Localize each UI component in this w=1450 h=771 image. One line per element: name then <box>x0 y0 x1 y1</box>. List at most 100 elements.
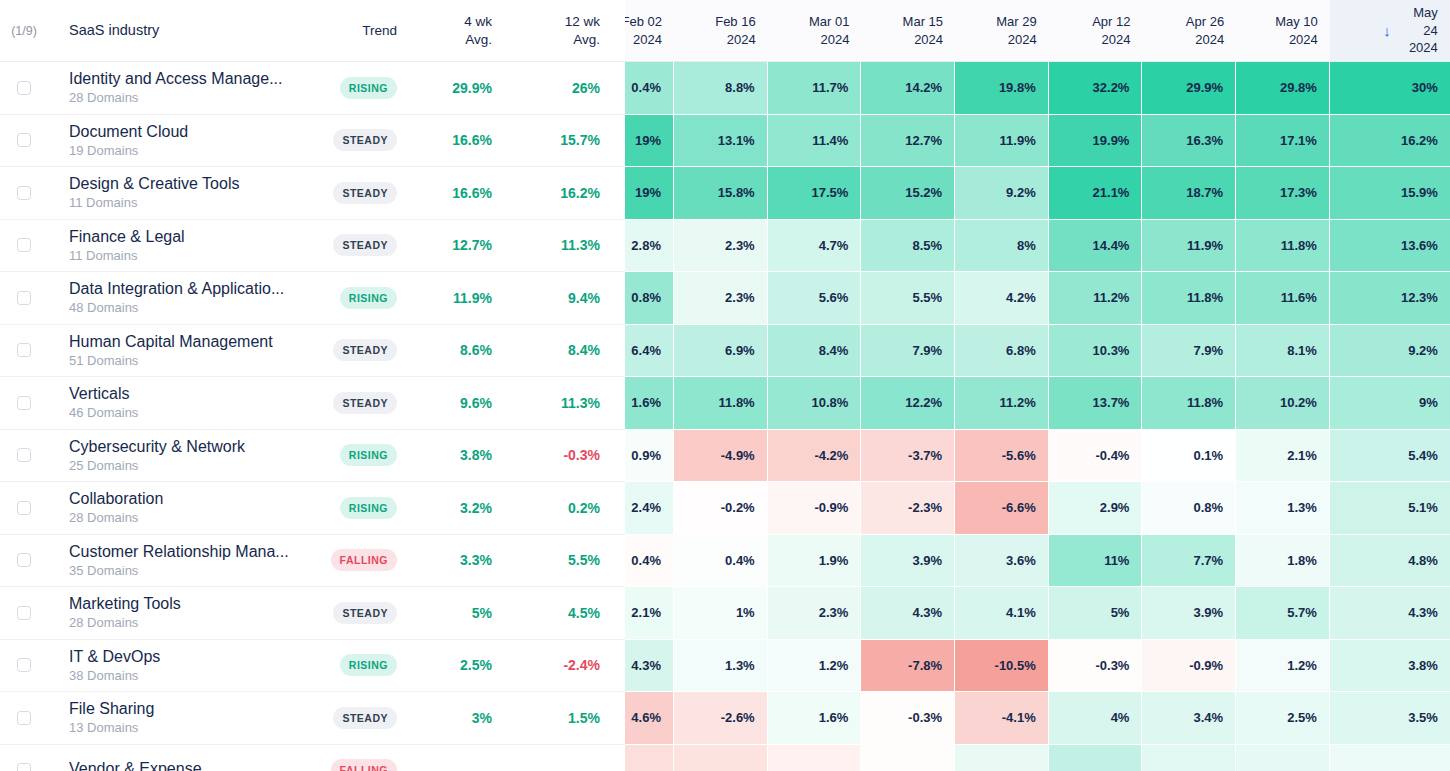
column-header-date[interactable]: Mar 29 2024 <box>955 0 1049 61</box>
heatmap-cell[interactable]: 11.8% <box>1142 272 1236 325</box>
heatmap-cell[interactable]: 5.7% <box>1236 587 1330 640</box>
heatmap-cell[interactable]: -4.9% <box>674 430 768 483</box>
heatmap-cell[interactable]: 2.5% <box>1236 692 1330 745</box>
heatmap-cell[interactable]: 3.8% <box>1330 640 1450 693</box>
column-header-trend[interactable]: Trend <box>362 22 397 40</box>
heatmap-cell[interactable]: 4.2% <box>955 272 1049 325</box>
heatmap-cell[interactable]: 11% <box>1049 535 1143 588</box>
heatmap-cell[interactable]: 10.8% <box>768 377 862 430</box>
heatmap-cell[interactable]: 12.3% <box>1330 272 1450 325</box>
heatmap-cell[interactable] <box>625 745 674 771</box>
heatmap-cell[interactable]: 9% <box>1330 377 1450 430</box>
heatmap-cell[interactable]: 12.2% <box>861 377 955 430</box>
heatmap-cell[interactable] <box>1236 745 1330 771</box>
heatmap-cell[interactable]: 11.8% <box>674 377 768 430</box>
heatmap-cell[interactable]: 11.2% <box>955 377 1049 430</box>
row-checkbox[interactable] <box>17 711 31 725</box>
industry-cell[interactable]: Finance & Legal 11 Domains <box>48 228 317 263</box>
heatmap-cell[interactable]: -4.2% <box>768 430 862 483</box>
heatmap-cell[interactable]: 2.1% <box>625 587 674 640</box>
heatmap-cell[interactable]: -2.6% <box>674 692 768 745</box>
heatmap-cell[interactable]: 1.3% <box>1236 482 1330 535</box>
heatmap-cell[interactable]: 0.4% <box>625 62 674 115</box>
heatmap-cell[interactable]: 17.5% <box>768 167 862 220</box>
industry-cell[interactable]: Identity and Access Manage... 28 Domains <box>48 70 317 105</box>
heatmap-cell[interactable]: 4.8% <box>1330 535 1450 588</box>
heatmap-cell[interactable]: 4.3% <box>861 587 955 640</box>
row-checkbox[interactable] <box>17 343 31 357</box>
heatmap-cell[interactable]: 3.9% <box>1142 587 1236 640</box>
heatmap-cell[interactable]: 4% <box>1049 692 1143 745</box>
heatmap-cell[interactable]: 10.3% <box>1049 325 1143 378</box>
heatmap-cell[interactable]: 1.2% <box>1236 640 1330 693</box>
industry-cell[interactable]: Cybersecurity & Network 25 Domains <box>48 438 317 473</box>
industry-cell[interactable]: Design & Creative Tools 11 Domains <box>48 175 317 210</box>
heatmap-cell[interactable]: 8.1% <box>1236 325 1330 378</box>
heatmap-cell[interactable]: 16.2% <box>1330 115 1450 168</box>
heatmap-cell[interactable]: 16.3% <box>1142 115 1236 168</box>
heatmap-cell[interactable]: 11.6% <box>1236 272 1330 325</box>
heatmap-cell[interactable]: 12.7% <box>861 115 955 168</box>
heatmap-cell[interactable]: 4.3% <box>1330 587 1450 640</box>
heatmap-cell[interactable]: 15.9% <box>1330 167 1450 220</box>
row-checkbox[interactable] <box>17 291 31 305</box>
heatmap-cell[interactable]: 3.5% <box>1330 692 1450 745</box>
heatmap-cell[interactable]: 6.9% <box>674 325 768 378</box>
heatmap-cell[interactable]: 0.1% <box>1142 430 1236 483</box>
heatmap-cell[interactable]: 2.3% <box>674 220 768 273</box>
heatmap-cell[interactable]: -4.1% <box>955 692 1049 745</box>
heatmap-cell[interactable] <box>1049 745 1143 771</box>
heatmap-cell[interactable]: 1.2% <box>768 640 862 693</box>
heatmap-cell[interactable]: 11.8% <box>1142 377 1236 430</box>
heatmap-cell[interactable]: 6.8% <box>955 325 1049 378</box>
heatmap-cell[interactable]: 6.4% <box>625 325 674 378</box>
heatmap-cell[interactable]: 4.7% <box>768 220 862 273</box>
heatmap-cell[interactable]: 3.6% <box>955 535 1049 588</box>
heatmap-cell[interactable]: -7.8% <box>861 640 955 693</box>
row-checkbox[interactable] <box>17 501 31 515</box>
industry-cell[interactable]: Customer Relationship Mana... 35 Domains <box>48 543 317 578</box>
row-checkbox[interactable] <box>17 133 31 147</box>
heatmap-cell[interactable]: 5.1% <box>1330 482 1450 535</box>
column-header-date[interactable]: Mar 01 2024 <box>768 0 862 61</box>
heatmap-cell[interactable]: -5.6% <box>955 430 1049 483</box>
industry-cell[interactable]: Document Cloud 19 Domains <box>48 123 317 158</box>
heatmap-cell[interactable]: 0.4% <box>674 535 768 588</box>
industry-cell[interactable]: Verticals 46 Domains <box>48 385 317 420</box>
heatmap-cell[interactable]: -0.3% <box>861 692 955 745</box>
heatmap-cell[interactable]: 1.3% <box>674 640 768 693</box>
heatmap-cell[interactable]: 11.7% <box>768 62 862 115</box>
heatmap-cell[interactable]: -0.9% <box>1142 640 1236 693</box>
row-checkbox[interactable] <box>17 238 31 252</box>
heatmap-cell[interactable]: 0.9% <box>625 430 674 483</box>
heatmap-cell[interactable]: 1.6% <box>768 692 862 745</box>
heatmap-cell[interactable]: 4.1% <box>955 587 1049 640</box>
heatmap-cell[interactable]: 29.9% <box>1142 62 1236 115</box>
industry-cell[interactable]: IT & DevOps 38 Domains <box>48 648 317 683</box>
heatmap-cell[interactable]: 11.8% <box>1236 220 1330 273</box>
heatmap-cell[interactable] <box>674 745 768 771</box>
heatmap-cell[interactable]: -10.5% <box>955 640 1049 693</box>
heatmap-cell[interactable]: 4.6% <box>625 692 674 745</box>
column-header-date[interactable]: ↓May 24 2024 <box>1330 0 1450 61</box>
heatmap-cell[interactable]: 7.7% <box>1142 535 1236 588</box>
heatmap-cell[interactable]: 9.2% <box>955 167 1049 220</box>
heatmap-cell[interactable]: 4.3% <box>625 640 674 693</box>
heatmap-cell[interactable]: 2.4% <box>625 482 674 535</box>
heatmap-cell[interactable]: 15.8% <box>674 167 768 220</box>
heatmap-cell[interactable]: 5.6% <box>768 272 862 325</box>
heatmap-cell[interactable]: 18.7% <box>1142 167 1236 220</box>
column-header-date[interactable]: Feb 16 2024 <box>674 0 768 61</box>
heatmap-cell[interactable]: 8% <box>955 220 1049 273</box>
heatmap-cell[interactable]: 0.4% <box>625 535 674 588</box>
column-header-date[interactable]: Mar 15 2024 <box>861 0 955 61</box>
heatmap-cell[interactable]: 19% <box>625 115 674 168</box>
heatmap-cell[interactable]: -0.3% <box>1049 640 1143 693</box>
heatmap-cell[interactable]: 1.8% <box>1236 535 1330 588</box>
industry-cell[interactable]: Marketing Tools 28 Domains <box>48 595 317 630</box>
heatmap-cell[interactable]: 19.8% <box>955 62 1049 115</box>
heatmap-cell[interactable]: 7.9% <box>1142 325 1236 378</box>
heatmap-cell[interactable]: -3.7% <box>861 430 955 483</box>
heatmap-cell[interactable]: 10.2% <box>1236 377 1330 430</box>
industry-cell[interactable]: File Sharing 13 Domains <box>48 700 317 735</box>
